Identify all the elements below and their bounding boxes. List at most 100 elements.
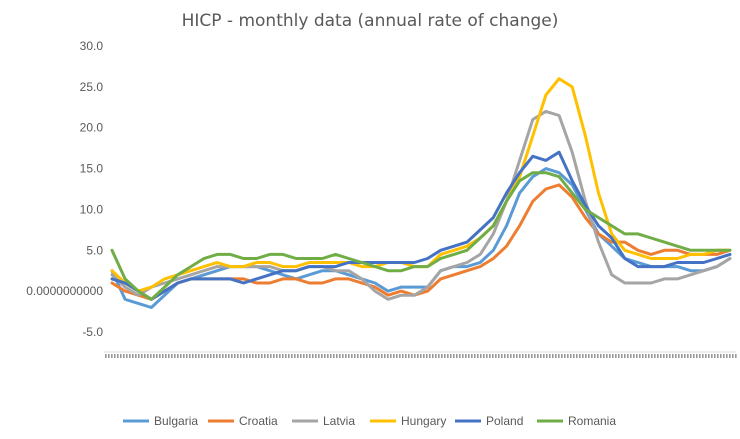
x-tick-label bbox=[705, 354, 707, 358]
x-tick-label bbox=[633, 354, 635, 358]
x-tick-label bbox=[384, 354, 386, 358]
plot-area bbox=[110, 77, 732, 309]
x-tick-label bbox=[210, 354, 212, 358]
x-tick-label bbox=[261, 354, 263, 358]
x-tick-label bbox=[168, 354, 170, 358]
x-tick-label bbox=[336, 354, 338, 358]
x-tick-label bbox=[405, 354, 407, 358]
x-tick-label bbox=[354, 354, 356, 358]
x-tick-label bbox=[306, 354, 308, 358]
x-tick-label bbox=[639, 354, 641, 358]
x-tick-label bbox=[708, 354, 710, 358]
x-tick-label bbox=[408, 354, 410, 358]
legend-label-latvia: Latvia bbox=[323, 414, 355, 428]
series-line-romania bbox=[110, 171, 732, 301]
x-tick-label bbox=[147, 354, 149, 358]
x-tick-label bbox=[519, 354, 521, 358]
x-tick-label bbox=[597, 354, 599, 358]
x-tick-label bbox=[654, 354, 656, 358]
x-tick-label bbox=[549, 354, 551, 358]
x-tick-label bbox=[285, 354, 287, 358]
x-tick-label bbox=[729, 354, 731, 358]
x-tick-label bbox=[534, 354, 536, 358]
x-tick-label bbox=[696, 354, 698, 358]
chart-title: HICP - monthly data (annual rate of chan… bbox=[182, 11, 559, 31]
x-tick-label bbox=[513, 354, 515, 358]
x-tick-label bbox=[330, 354, 332, 358]
x-tick-label bbox=[426, 354, 428, 358]
x-tick-label bbox=[615, 354, 617, 358]
x-tick-label bbox=[528, 354, 530, 358]
x-tick-label bbox=[231, 354, 233, 358]
x-tick-label bbox=[711, 354, 713, 358]
x-tick-label bbox=[156, 354, 158, 358]
y-axis: -5.0 0.0000000000 5.0 10.0 15.0 20.0 25.0 30.0 bbox=[26, 39, 103, 339]
x-tick-label bbox=[504, 354, 506, 358]
x-tick-label bbox=[507, 354, 509, 358]
x-tick-label bbox=[312, 354, 314, 358]
x-tick-label bbox=[369, 354, 371, 358]
x-tick-label bbox=[153, 354, 155, 358]
x-tick-label bbox=[660, 354, 662, 358]
x-tick-label bbox=[618, 354, 620, 358]
x-tick-label bbox=[624, 354, 626, 358]
x-tick-label bbox=[171, 354, 173, 358]
x-tick-label bbox=[402, 354, 404, 358]
x-tick-label bbox=[411, 354, 413, 358]
y-tick-label: 25.0 bbox=[80, 80, 104, 94]
x-tick-label bbox=[366, 354, 368, 358]
x-tick-label bbox=[522, 354, 524, 358]
x-tick-label bbox=[579, 354, 581, 358]
legend-label-romania: Romania bbox=[568, 414, 616, 428]
x-tick-label bbox=[486, 354, 488, 358]
x-tick-label bbox=[303, 354, 305, 358]
x-tick-label bbox=[240, 354, 242, 358]
x-tick-label bbox=[192, 354, 194, 358]
y-tick-label: 10.0 bbox=[80, 202, 104, 216]
x-tick-label bbox=[339, 354, 341, 358]
x-tick-label bbox=[621, 354, 623, 358]
x-tick-label bbox=[723, 354, 725, 358]
x-tick-label bbox=[324, 354, 326, 358]
x-tick-label bbox=[483, 354, 485, 358]
x-tick-label bbox=[333, 354, 335, 358]
x-tick-label bbox=[702, 354, 704, 358]
x-tick-label bbox=[498, 354, 500, 358]
x-tick-label bbox=[420, 354, 422, 358]
x-tick-label bbox=[159, 354, 161, 358]
x-tick-label bbox=[150, 354, 152, 358]
x-tick-label bbox=[489, 354, 491, 358]
x-tick-label bbox=[684, 354, 686, 358]
y-tick-label: 30.0 bbox=[80, 39, 104, 53]
x-tick-label bbox=[273, 354, 275, 358]
x-tick-label bbox=[561, 354, 563, 358]
x-tick-label bbox=[459, 354, 461, 358]
x-tick-label bbox=[387, 354, 389, 358]
y-tick-label: 5.0 bbox=[86, 243, 103, 257]
x-tick-label bbox=[267, 354, 269, 358]
x-tick-label bbox=[642, 354, 644, 358]
x-tick-label bbox=[165, 354, 167, 358]
x-tick-label bbox=[360, 354, 362, 358]
y-tick-label: 20.0 bbox=[80, 121, 104, 135]
series-line-bulgaria bbox=[110, 167, 732, 309]
x-tick-label bbox=[351, 354, 353, 358]
x-tick-label bbox=[177, 354, 179, 358]
x-tick-label bbox=[276, 354, 278, 358]
x-tick-label bbox=[636, 354, 638, 358]
x-tick-label bbox=[726, 354, 728, 358]
x-tick-label bbox=[117, 354, 119, 358]
x-tick-label bbox=[627, 354, 629, 358]
x-tick-label bbox=[300, 354, 302, 358]
x-tick-label bbox=[543, 354, 545, 358]
x-tick-label bbox=[453, 354, 455, 358]
x-tick-label bbox=[651, 354, 653, 358]
x-tick-label bbox=[243, 354, 245, 358]
x-tick-label bbox=[132, 354, 134, 358]
x-tick-label bbox=[699, 354, 701, 358]
x-tick-label bbox=[225, 354, 227, 358]
x-tick-label bbox=[399, 354, 401, 358]
x-tick-label bbox=[687, 354, 689, 358]
x-tick-label bbox=[666, 354, 668, 358]
x-tick-label bbox=[600, 354, 602, 358]
